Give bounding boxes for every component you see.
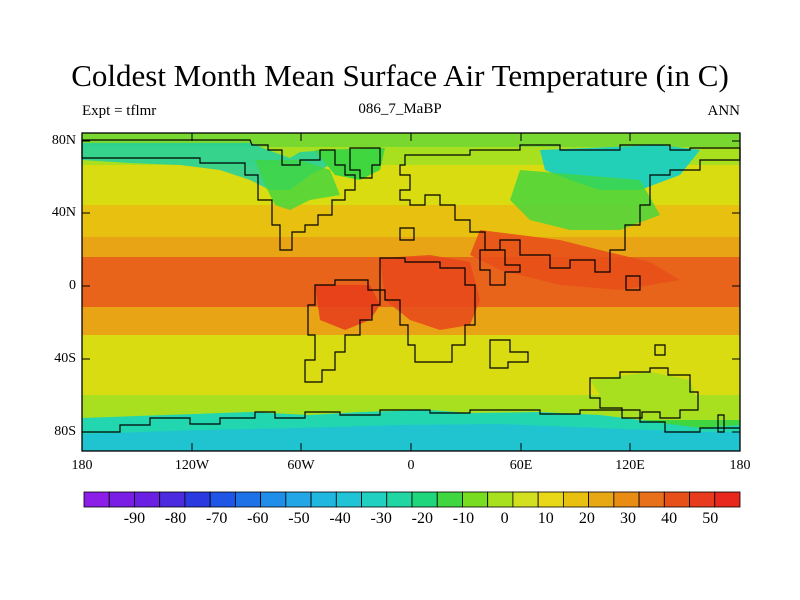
lat-label-80n: 80N [51, 133, 76, 148]
colorbar-swatch [134, 491, 161, 508]
colorbar-label: -70 [206, 510, 228, 527]
lon-label-180e: 180 [729, 458, 751, 473]
colorbar-label: -40 [329, 510, 351, 527]
colorbar-swatch [260, 491, 287, 508]
colorbar-label: -20 [411, 510, 433, 527]
colorbar-swatch [663, 491, 690, 508]
colorbar [83, 491, 741, 508]
lat-label-40n: 40N [51, 205, 76, 220]
time-label: 086_7_MaBP [358, 101, 442, 117]
greenland-outline [349, 147, 381, 179]
north-america-outline [81, 139, 356, 251]
continent-outlines [81, 139, 741, 433]
colorbar-swatch [108, 491, 135, 508]
colorbar-swatch [613, 491, 640, 508]
colorbar-swatch [588, 491, 615, 508]
tick-marks [82, 133, 740, 451]
temperature-field [82, 133, 740, 451]
island-1-outline [399, 227, 415, 241]
island-3-outline [654, 344, 666, 356]
season-label: ANN [707, 103, 741, 119]
colorbar-swatch [512, 491, 539, 508]
colorbar-swatch [386, 491, 413, 508]
map-title: Coldest Month Mean Surface Air Temperatu… [71, 58, 729, 93]
lat-label-80s: 80S [54, 424, 76, 439]
colorbar-label: 20 [578, 510, 595, 527]
lon-label-60w: 60W [287, 458, 315, 473]
colorbar-swatch [436, 491, 463, 508]
colorbar-label: 0 [500, 510, 509, 527]
colorbar-label: 30 [619, 510, 636, 527]
lon-label-180w: 180 [71, 458, 93, 473]
colorbar-label: -30 [370, 510, 392, 527]
africa-hot [380, 255, 480, 330]
colorbar-swatch [335, 491, 362, 508]
colorbar-swatch [209, 491, 236, 508]
south-america-hot [315, 285, 380, 330]
antarctica-outline [82, 409, 740, 433]
colorbar-swatch [285, 491, 312, 508]
colorbar-swatch [361, 491, 388, 508]
colorbar-label: 50 [702, 510, 719, 527]
colorbar-swatch [234, 491, 262, 508]
colorbar-label: -50 [288, 510, 310, 527]
lat-label-0: 0 [69, 278, 76, 293]
colorbar-label: 40 [661, 510, 678, 527]
experiment-label: Expt = tflmr [82, 103, 157, 119]
colorbar-swatch [310, 491, 337, 508]
colorbar-label: 10 [537, 510, 554, 527]
colorbar-label: -90 [123, 510, 146, 527]
colorbar-swatch [487, 491, 514, 508]
colorbar-swatch [184, 491, 211, 508]
lon-label-0: 0 [407, 458, 415, 473]
antarctica-deep [82, 424, 740, 451]
colorbar-swatch [159, 491, 186, 508]
colorbar-swatch [714, 491, 741, 508]
colorbar-swatch [462, 491, 489, 508]
colorbar-label: -80 [164, 510, 187, 527]
colorbar-swatch [562, 491, 590, 508]
asia-green [510, 170, 660, 230]
lon-label-120e: 120E [615, 458, 645, 473]
colorbar-swatch [689, 491, 716, 508]
colorbar-swatch [537, 491, 564, 508]
island-2-outline [625, 275, 641, 291]
colorbar-swatch [638, 491, 665, 508]
australia-outline [589, 367, 699, 419]
north-america-green [255, 160, 340, 210]
colorbar-label: -60 [247, 510, 269, 527]
eurasia-outline [399, 144, 741, 273]
colorbar-swatch [83, 491, 110, 508]
colorbar-label: -10 [452, 510, 475, 527]
lon-label-120w: 120W [174, 458, 210, 473]
colorbar-swatch [411, 491, 438, 508]
south-america-outline [304, 279, 381, 383]
madagascar-outline [489, 339, 529, 369]
island-4-outline [717, 414, 725, 433]
africa-outline [379, 257, 476, 363]
lat-label-40s: 40S [54, 351, 76, 366]
middle-east-outline [479, 249, 521, 286]
lon-label-60e: 60E [509, 458, 533, 473]
